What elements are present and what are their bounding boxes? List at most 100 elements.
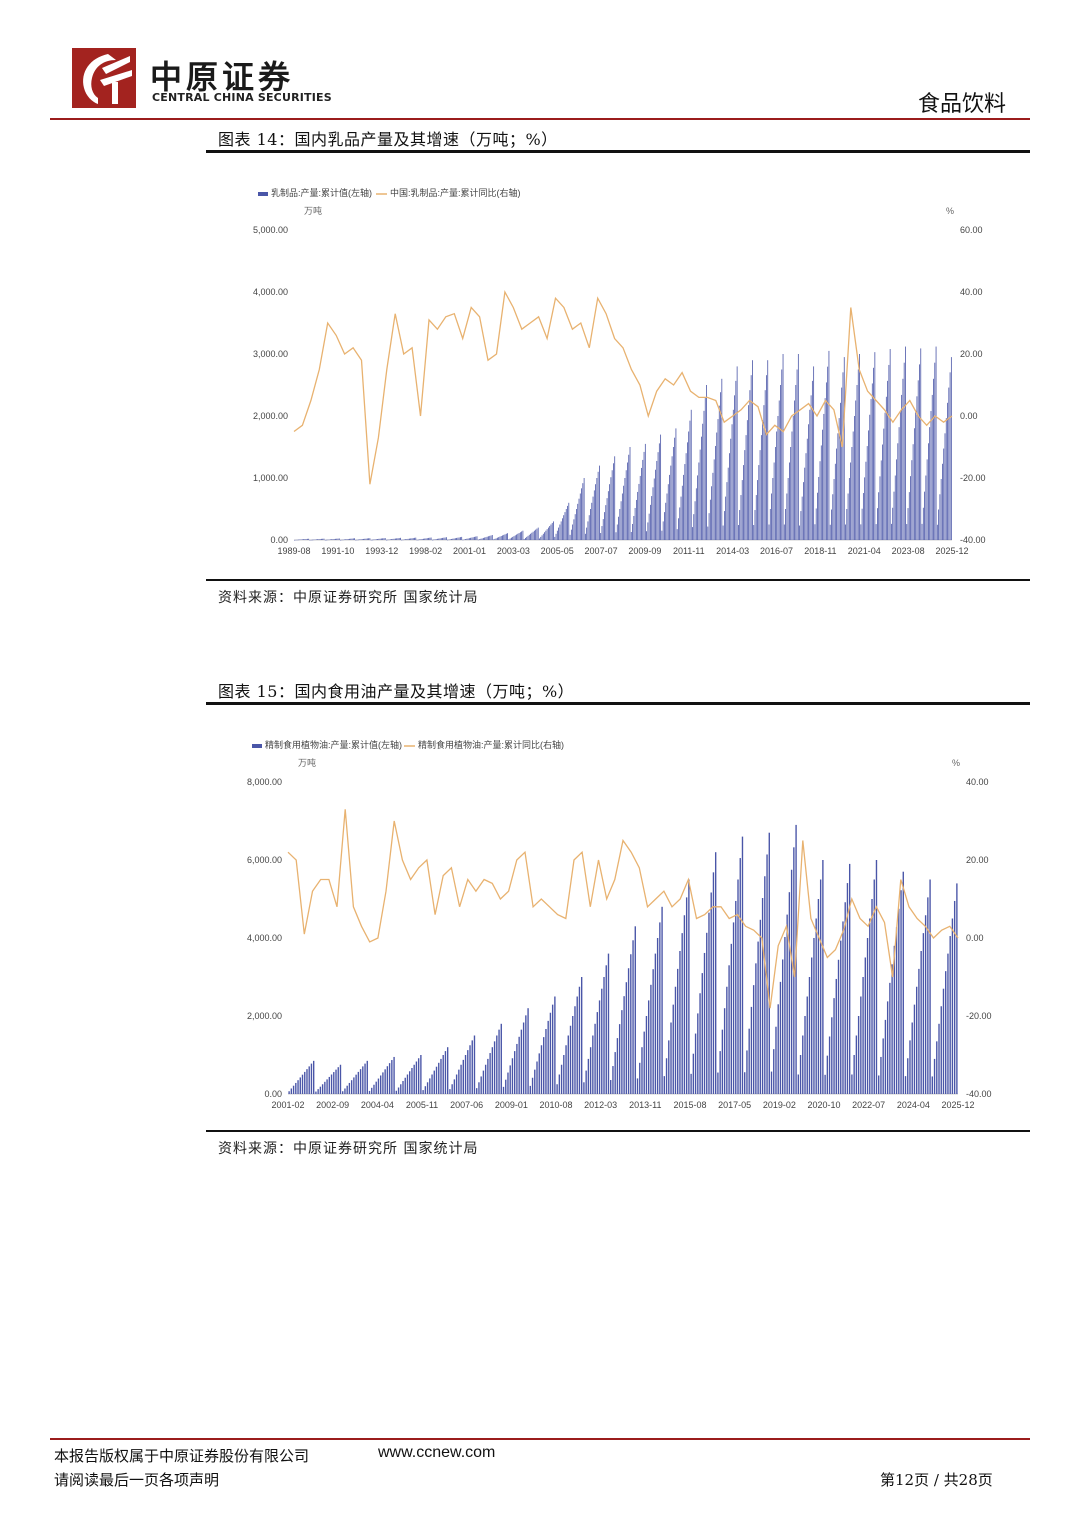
bar	[819, 461, 821, 540]
bar	[642, 459, 644, 540]
bar	[855, 1035, 858, 1094]
bar	[750, 1006, 753, 1094]
bar	[704, 397, 706, 540]
bar	[730, 438, 732, 540]
bar	[476, 536, 478, 540]
bar	[471, 1040, 473, 1095]
bar	[804, 467, 806, 540]
bar	[482, 1070, 485, 1094]
bar	[953, 900, 956, 1094]
bar	[951, 918, 954, 1094]
bar	[422, 1090, 424, 1094]
left-axis-tick: 4,000.00	[247, 933, 282, 943]
bar	[344, 1088, 346, 1094]
bar	[913, 1004, 916, 1095]
bar	[428, 537, 429, 540]
bar	[444, 1051, 447, 1094]
bar	[657, 452, 659, 540]
bar	[777, 1004, 779, 1094]
bar	[338, 538, 340, 540]
bar	[567, 1035, 569, 1094]
bar	[383, 538, 385, 540]
bar	[462, 1059, 464, 1095]
bar	[442, 1055, 444, 1094]
bar	[726, 482, 728, 540]
bar	[568, 502, 570, 540]
footer-website-link[interactable]: www.ccnew.com	[378, 1444, 496, 1461]
bar	[735, 900, 737, 1094]
bar	[409, 1071, 411, 1094]
bar	[714, 852, 717, 1094]
bar	[439, 538, 441, 540]
bar	[737, 879, 739, 1094]
bar	[448, 539, 450, 541]
right-axis-tick: 40.00	[966, 777, 989, 787]
bar	[345, 539, 347, 540]
bar	[504, 534, 506, 540]
left-axis-tick: 8,000.00	[247, 777, 282, 787]
bar	[420, 539, 422, 540]
bar	[706, 932, 708, 1094]
bar	[387, 539, 389, 541]
bar	[565, 1045, 567, 1094]
bar	[372, 539, 373, 541]
bar	[513, 1051, 516, 1094]
bar	[489, 535, 491, 540]
bar	[413, 1064, 415, 1094]
bar	[612, 1066, 614, 1094]
bar	[309, 539, 311, 541]
bar	[831, 509, 832, 540]
bar	[919, 364, 920, 540]
bar	[825, 382, 827, 540]
bar	[569, 534, 571, 540]
bar	[565, 509, 567, 540]
bar	[527, 535, 529, 540]
bar	[762, 420, 764, 540]
bar	[692, 1053, 695, 1094]
bar	[319, 538, 321, 540]
x-axis-tick: 2019-02	[763, 1100, 796, 1110]
bar	[721, 1029, 724, 1094]
bar	[718, 405, 720, 540]
bar	[377, 539, 378, 540]
bar	[494, 538, 496, 540]
bar	[731, 424, 733, 540]
bar	[847, 493, 849, 540]
bar	[491, 535, 493, 540]
right-axis-tick: 0.00	[960, 411, 978, 421]
bar	[554, 996, 556, 1094]
x-axis-tick: 1998-02	[409, 546, 442, 556]
x-axis-tick: 2005-11	[406, 1100, 438, 1110]
bar	[534, 1069, 536, 1095]
bar	[374, 539, 376, 540]
bar	[347, 538, 349, 540]
bar	[878, 492, 880, 540]
bar	[426, 538, 428, 540]
bar	[315, 1091, 317, 1094]
logo-chinese-name: 中原证券	[150, 58, 295, 96]
bar	[360, 539, 362, 540]
bar	[695, 488, 697, 540]
bar	[353, 1077, 355, 1094]
bar	[749, 390, 751, 540]
legend-bar-label: 精制食用植物油:产量:累计值(左轴)	[265, 739, 402, 750]
bar	[572, 524, 574, 540]
bar	[594, 1023, 596, 1094]
bar	[304, 539, 306, 540]
legend-bar-label: 乳制品:产量:累计值(左轴)	[271, 187, 372, 198]
bar	[332, 539, 334, 540]
bar	[853, 1055, 855, 1094]
bar	[672, 1004, 674, 1095]
bar	[846, 509, 848, 540]
bar	[310, 539, 312, 541]
right-axis-tick: -20.00	[966, 1011, 992, 1021]
x-axis-tick: 2001-02	[271, 1100, 304, 1110]
bar	[905, 346, 906, 540]
bar	[837, 959, 840, 1094]
bar	[505, 1079, 507, 1094]
bar	[461, 536, 463, 540]
bar	[489, 1053, 491, 1094]
bar	[835, 978, 837, 1094]
bar	[614, 1052, 616, 1094]
bar	[635, 499, 637, 540]
